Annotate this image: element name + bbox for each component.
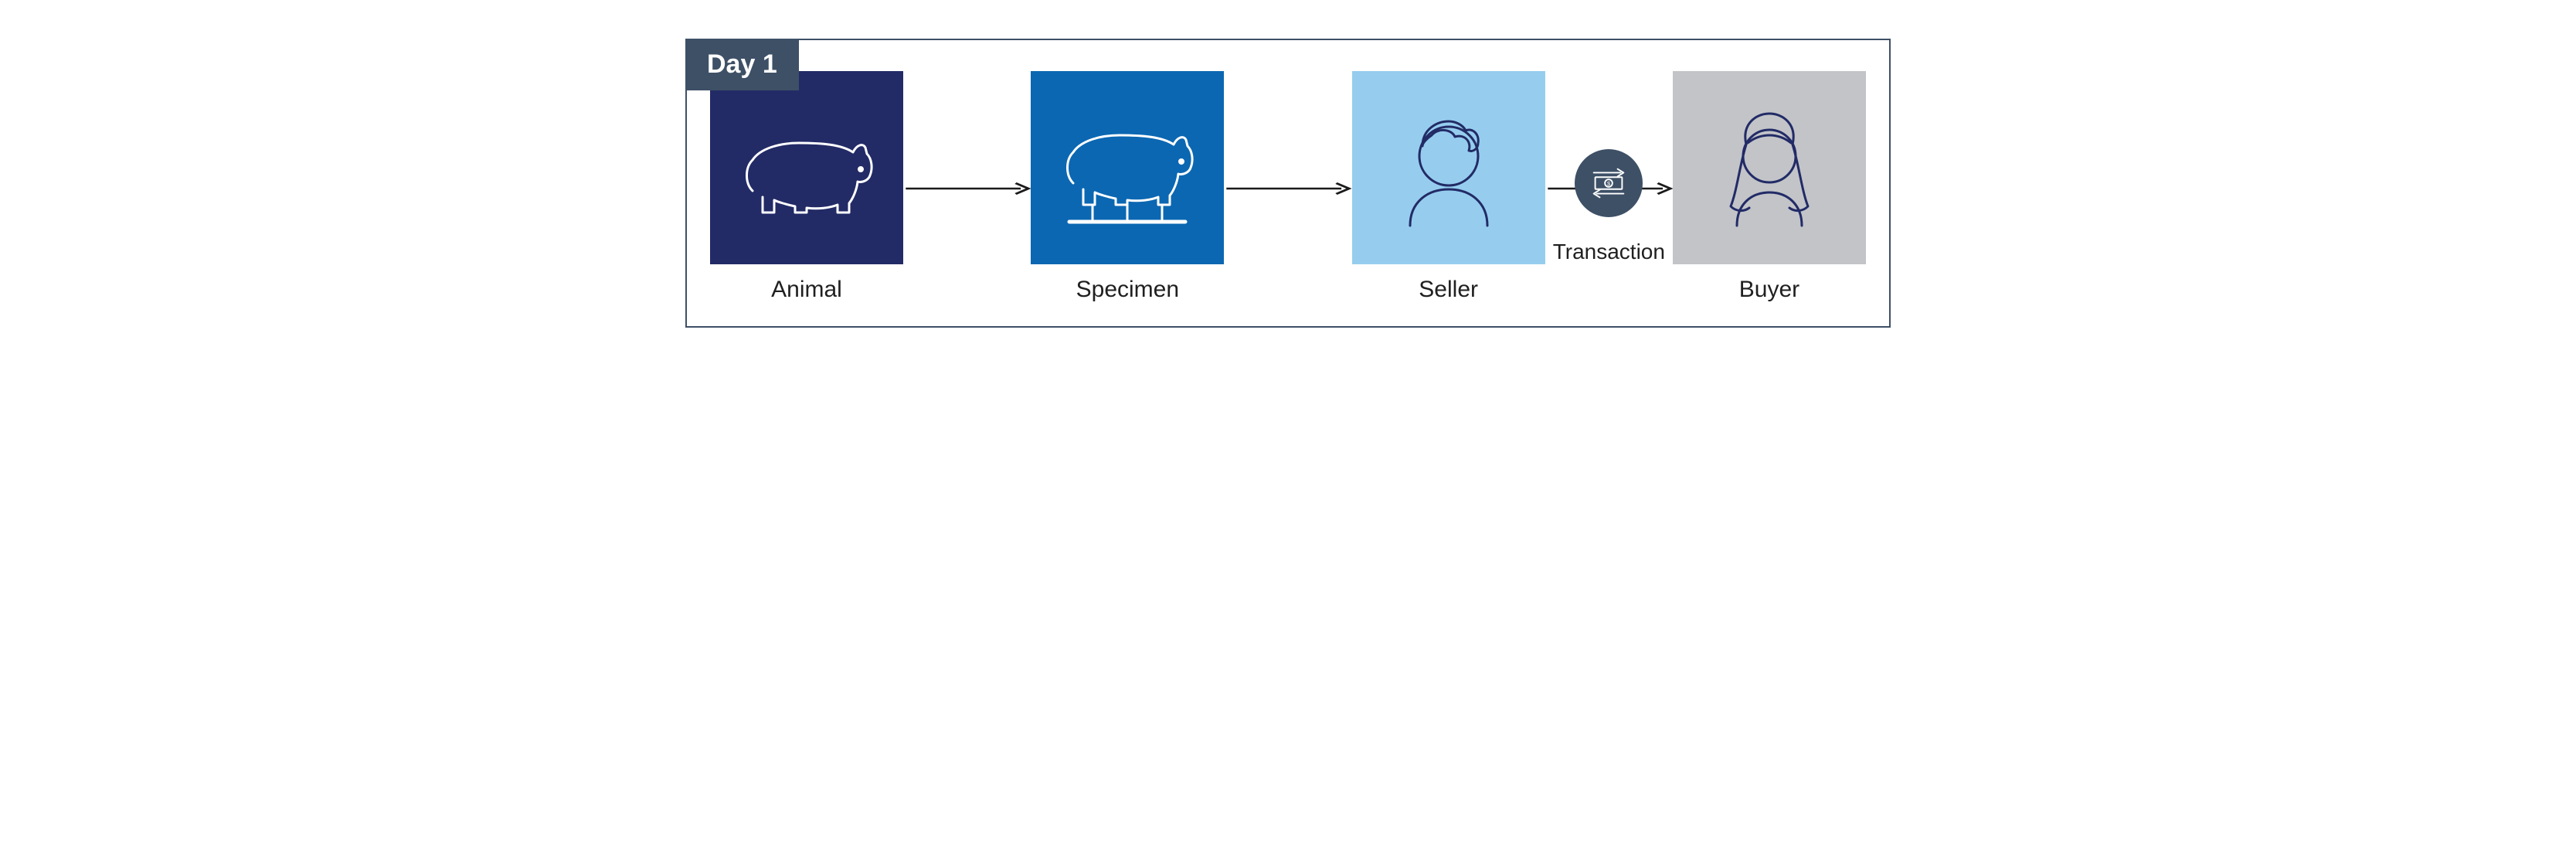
- tile-buyer-label: Buyer: [1739, 277, 1799, 303]
- person-male-icon: [1371, 90, 1526, 245]
- tile-specimen-label: Specimen: [1076, 277, 1179, 303]
- person-female-icon: [1692, 90, 1847, 245]
- arrow-icon: [1224, 179, 1351, 198]
- tile-animal-square: [710, 71, 903, 264]
- flow-row: Animal: [710, 71, 1866, 303]
- tile-animal: Animal: [710, 71, 903, 303]
- day-badge: Day 1: [685, 39, 799, 90]
- diagram-container: Day 1 Animal: [685, 39, 1891, 328]
- transaction-icon: $: [1586, 161, 1631, 206]
- transaction-badge: $: [1575, 149, 1643, 217]
- arrow-1: [1224, 90, 1351, 284]
- arrow-2: $ Transaction: [1545, 90, 1673, 284]
- tile-buyer-square: [1673, 71, 1866, 264]
- arrow-0: [903, 90, 1031, 284]
- tile-seller-label: Seller: [1419, 277, 1478, 303]
- svg-text:$: $: [1607, 180, 1611, 187]
- wombat-icon: [729, 90, 884, 245]
- flow-box: Animal: [685, 39, 1891, 328]
- wombat-stand-icon: [1050, 90, 1205, 245]
- day-badge-label: Day 1: [707, 49, 777, 79]
- tile-specimen-square: [1031, 71, 1224, 264]
- tile-specimen: Specimen: [1031, 71, 1224, 303]
- tile-animal-label: Animal: [771, 277, 842, 303]
- arrow-icon: [903, 179, 1031, 198]
- tile-buyer: Buyer: [1673, 71, 1866, 303]
- transaction-label: Transaction: [1553, 240, 1665, 264]
- tile-seller: Seller: [1352, 71, 1545, 303]
- tile-seller-square: [1352, 71, 1545, 264]
